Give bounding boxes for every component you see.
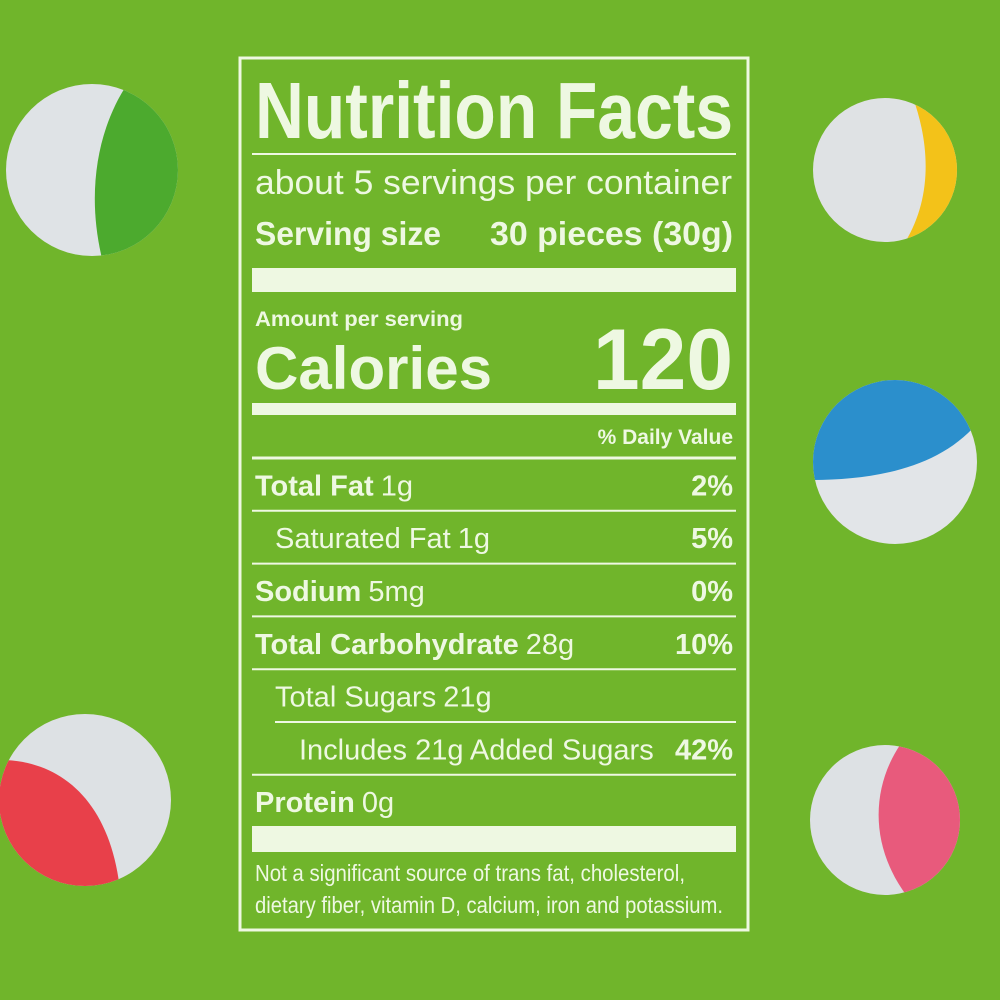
daily-value: 0% [691,576,733,608]
candies [0,84,977,895]
calories-label: Calories [255,335,492,402]
daily-value-header: % Daily Value [598,426,733,449]
amount-per-serving: Amount per serving [255,308,463,331]
nutrient-rows: Total Fat 1g 2%Saturated Fat 1g 5%Sodium 5mg 0… [252,470,736,819]
nutrient-amount: 28g [526,629,574,661]
nutrient-name: Total Fat [255,470,374,502]
medium-bar [252,403,736,415]
footnote: Not a significant source of trans fat, c… [255,860,685,886]
nutrient-label: Total Fat 1g [255,470,413,502]
thick-bar [252,268,736,292]
daily-value: 42% [675,734,733,766]
nutrient-amount: 0g [362,787,394,819]
daily-value: 2% [691,470,733,502]
serving-size-label: Serving size [255,215,441,252]
nutrient-name: Sodium [255,576,361,608]
label-border [238,56,750,932]
nutrient-amount: 1g [381,470,413,502]
nutrient-label: Includes 21g Added Sugars [299,734,654,766]
nutrient-name: Saturated Fat [275,523,451,555]
title: Nutrition Facts [255,66,733,155]
nutrient-amount: 5mg [368,576,424,608]
nutrient-label: Protein 0g [255,787,394,819]
nutrient-name: Total Sugars [275,682,436,714]
nutrient-label: Saturated Fat 1g [275,523,490,555]
nutrient-label: Total Sugars 21g [275,682,492,714]
thick-bar [252,826,736,852]
nutrient-amount: 21g [443,682,491,714]
nutrient-amount: 1g [458,523,490,555]
nutrient-label: Total Carbohydrate 28g [255,629,574,661]
serving-size-value: 30 pieces (30g) [490,215,733,252]
nutrient-name: Includes 21g Added Sugars [299,734,654,766]
daily-value: 10% [675,629,733,661]
calories-value: 120 [593,312,733,408]
nutrient-name: Protein [255,787,355,819]
nutrient-name: Total Carbohydrate [255,629,519,661]
daily-value: 5% [691,523,733,555]
footnote: dietary fiber, vitamin D, calcium, iron … [255,892,723,918]
servings: about 5 servings per container [255,164,732,202]
nutrient-label: Sodium 5mg [255,576,425,608]
